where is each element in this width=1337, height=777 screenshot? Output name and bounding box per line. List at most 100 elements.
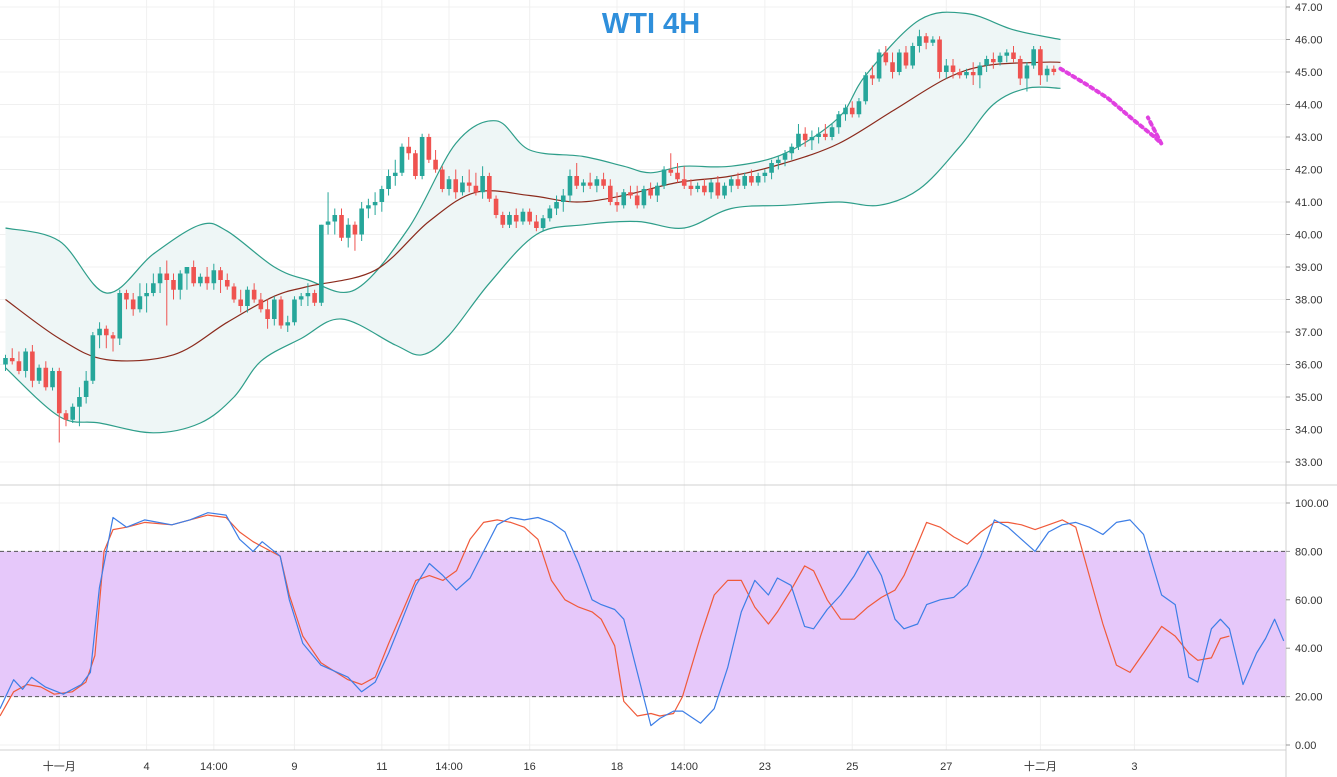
candle [997,52,1003,66]
candle-body [90,335,96,381]
candle-body [184,267,190,274]
candle-body [917,36,922,46]
stoch-overbought-oversold-zone [0,550,1286,698]
candle-body [1031,49,1036,66]
candle-body [863,75,868,102]
candle-body [903,52,909,66]
candle-body [628,192,633,196]
chart-title: WTI 4H [602,8,700,40]
candle [63,410,69,427]
candle [43,361,49,391]
candle [473,172,479,196]
candle-body [345,224,351,238]
time-tick-label: 14:00 [670,761,698,773]
candle-body [614,202,620,206]
candle-body [440,169,445,189]
candle [157,267,163,293]
candle-body [675,172,680,180]
candle [802,127,808,147]
bollinger-lower-line [5,86,1061,434]
candle-body [77,397,82,407]
candle [144,283,149,313]
candle [896,49,902,76]
candle-body [513,215,519,222]
time-tick-label: 16 [524,761,536,773]
candle [70,403,75,423]
candle [668,153,674,176]
price-tick-label: 42.00 [1295,165,1323,177]
candle-body [984,59,989,66]
candle [527,208,532,225]
candle-body [171,280,176,290]
candle [272,296,277,326]
candle-body [782,153,788,160]
candle [97,322,102,349]
price-tick-label: 39.00 [1295,262,1323,274]
time-tick-label: 14:00 [200,761,228,773]
candle-body [251,289,257,300]
candle-body [325,221,331,225]
time-tick-label: 18 [611,761,623,773]
candle-body [849,107,855,115]
time-tick-label: 11 [376,761,387,773]
candle-body [910,46,915,66]
candle [950,59,956,79]
candle [540,215,546,232]
candle-body [601,179,606,186]
candle-body [399,146,405,173]
candle [466,169,472,193]
candle [735,172,741,189]
candle [359,202,364,241]
candle-body [43,367,49,388]
candle-body [574,176,579,186]
candle-body [480,176,485,193]
candle-body [245,289,250,306]
candle-body [110,335,116,339]
candle-body [594,179,600,186]
candle [648,182,653,199]
price-tick-label: 45.00 [1295,67,1323,79]
candle-body [144,293,149,297]
candle [789,143,795,160]
candle-body [298,296,304,300]
candle-body [715,182,721,196]
candle-body [446,179,452,189]
candle-body [83,380,89,397]
candle-body [816,133,821,137]
candle [285,315,291,332]
candle [453,169,459,199]
candle-body [997,55,1003,63]
candle [460,176,465,196]
candle-body [749,176,754,183]
candle [581,179,586,193]
candle [265,299,270,329]
candle-body [661,169,667,186]
candle [433,150,438,173]
candle [722,182,727,199]
stoch-k-line [0,512,1285,727]
candle [151,273,156,297]
candle-body [16,361,22,371]
candle [218,267,223,293]
candle [440,166,445,193]
stoch-tick-label: 100.00 [1295,498,1329,510]
candle [480,166,485,199]
candle-body [366,205,371,209]
candle-body [265,309,270,319]
candle [278,296,284,329]
candle [796,124,801,150]
candle [245,286,250,313]
candle-body [762,172,768,176]
candle-body [1011,52,1016,59]
candle-body [507,215,512,225]
candle [782,150,788,167]
candle-body [547,208,553,219]
candle-body [151,283,156,293]
price-tick-label: 47.00 [1295,2,1323,14]
candle [863,72,868,105]
candle [688,179,694,196]
candle [1051,65,1057,76]
candle-body [796,133,801,147]
candle [560,189,566,212]
